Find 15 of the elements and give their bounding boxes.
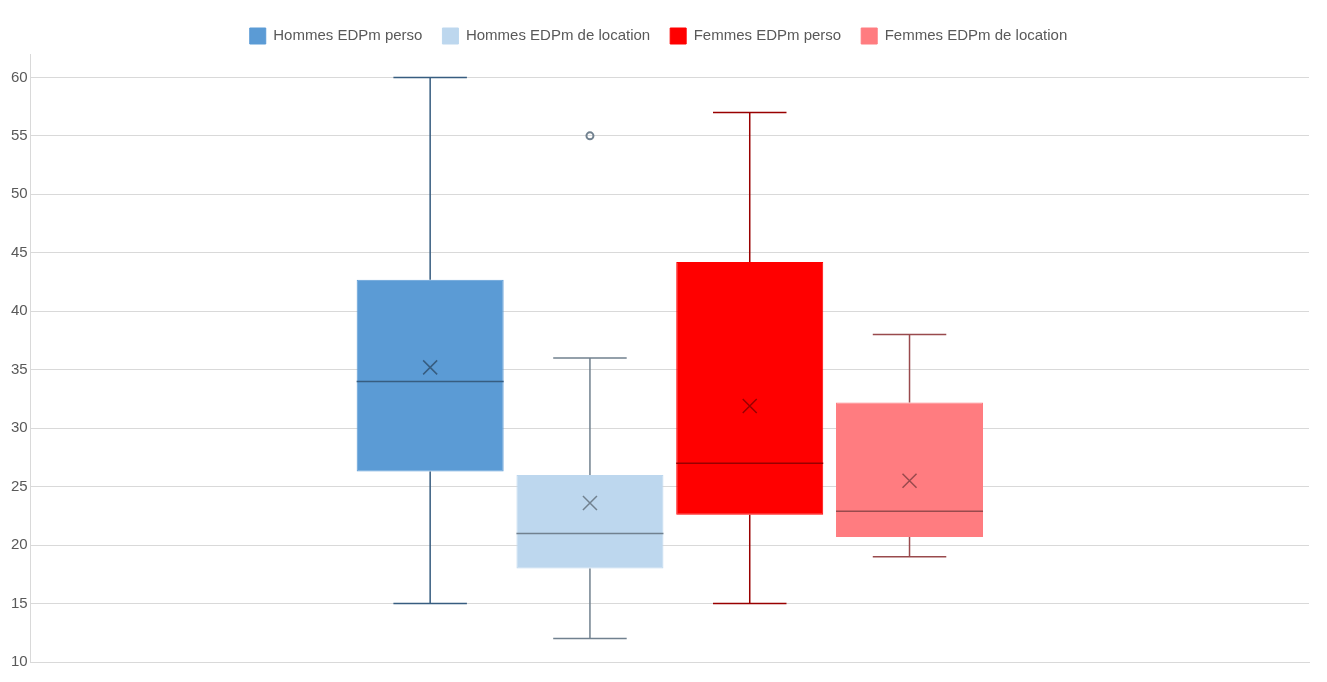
y-tick-label: 20: [11, 535, 28, 553]
legend-label: Femmes EDPm perso: [693, 26, 842, 44]
y-tick-label: 60: [11, 67, 28, 85]
legend-label: Femmes EDPm de location: [884, 26, 1068, 44]
legend-label: Hommes EDPm de location: [465, 26, 651, 44]
y-tick-label: 50: [11, 184, 28, 202]
y-tick-label: 40: [11, 301, 28, 319]
y-tick-label: 10: [11, 652, 28, 670]
y-tick-label: 35: [11, 359, 28, 377]
y-tick-label: 15: [11, 593, 28, 611]
y-tick-label: 30: [11, 418, 28, 436]
y-tick-label: 25: [11, 476, 28, 494]
legend-label: Hommes EDPm perso: [273, 26, 423, 44]
y-tick-label: 45: [11, 242, 28, 260]
y-tick-label: 55: [11, 125, 28, 143]
